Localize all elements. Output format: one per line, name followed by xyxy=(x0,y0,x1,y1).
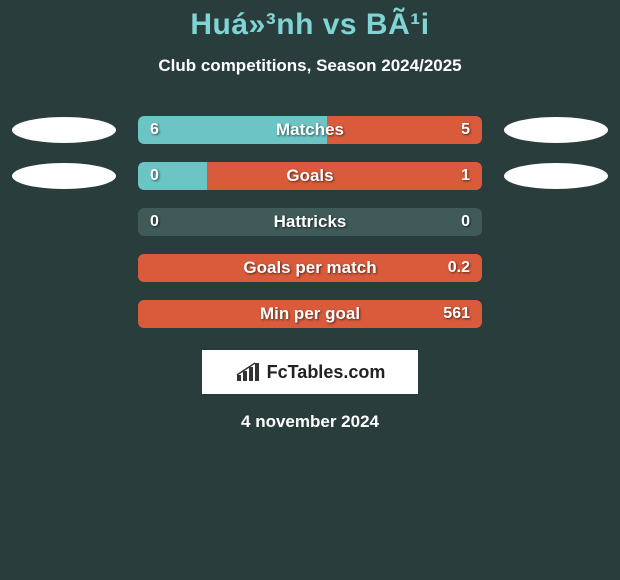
stat-row: 00Hattricks xyxy=(0,208,620,236)
team-badge-right xyxy=(504,163,608,189)
stats-rows: 65Matches 01Goals 00Hattricks 0.2Goals per … xyxy=(0,116,620,328)
logo-text: FcTables.com xyxy=(267,362,386,383)
page-title: Huá»³nh vs BÃ¹i xyxy=(0,8,620,42)
left-badge-slot xyxy=(8,117,120,143)
stats-card: Huá»³nh vs BÃ¹i Club competitions, Seaso… xyxy=(0,0,620,432)
page-subtitle: Club competitions, Season 2024/2025 xyxy=(0,56,620,76)
stat-row: 01Goals xyxy=(0,162,620,190)
team-badge-right xyxy=(504,117,608,143)
bar-right-fill xyxy=(207,162,482,190)
bar-right-fill xyxy=(327,116,482,144)
stat-bar: 65Matches xyxy=(138,116,482,144)
stat-bar: 00Hattricks xyxy=(138,208,482,236)
stat-row: 561Min per goal xyxy=(0,300,620,328)
team-badge-left xyxy=(12,117,116,143)
bar-right-fill xyxy=(138,300,482,328)
bar-left-fill xyxy=(138,116,327,144)
right-badge-slot xyxy=(500,117,612,143)
left-badge-slot xyxy=(8,163,120,189)
stat-bar: 561Min per goal xyxy=(138,300,482,328)
bar-left-fill xyxy=(138,162,207,190)
stat-row: 0.2Goals per match xyxy=(0,254,620,282)
date-text: 4 november 2024 xyxy=(0,412,620,432)
stat-row: 65Matches xyxy=(0,116,620,144)
team-badge-left xyxy=(12,163,116,189)
bar-right-fill xyxy=(138,254,482,282)
logo-box: FcTables.com xyxy=(202,350,418,394)
bar-neutral-bg xyxy=(138,208,482,236)
stat-bar: 0.2Goals per match xyxy=(138,254,482,282)
stat-bar: 01Goals xyxy=(138,162,482,190)
bar-chart-icon xyxy=(235,361,261,383)
right-badge-slot xyxy=(500,163,612,189)
